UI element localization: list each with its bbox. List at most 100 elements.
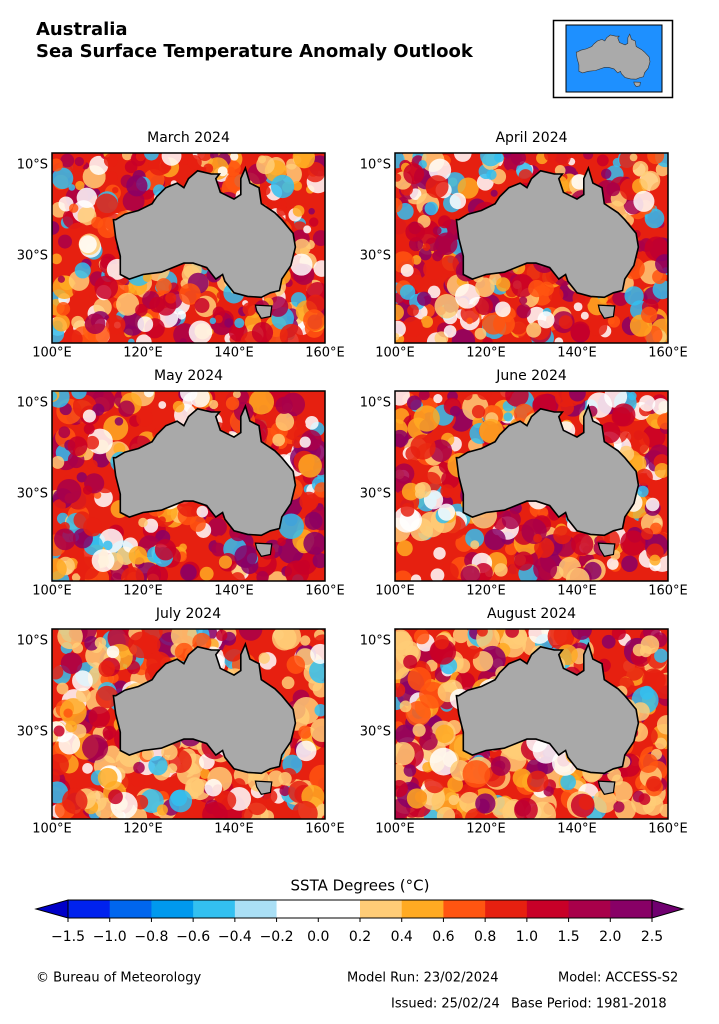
anomaly-blob xyxy=(632,643,646,657)
land xyxy=(112,165,297,299)
anomaly-blob xyxy=(505,391,529,407)
anomaly-blob xyxy=(512,768,532,788)
anomaly-blob xyxy=(52,158,63,172)
anomaly-blob xyxy=(395,629,411,650)
anomaly-blob xyxy=(628,391,637,401)
anomaly-blob xyxy=(435,724,454,744)
anomaly-blob xyxy=(290,253,313,276)
anomaly-blob xyxy=(58,426,71,439)
x-tick-label: 100°E xyxy=(375,822,415,837)
anomaly-blob xyxy=(135,334,152,343)
anomaly-blob xyxy=(475,277,495,298)
anomaly-blob xyxy=(52,664,64,680)
anomaly-blob xyxy=(395,724,416,745)
anomaly-blob xyxy=(52,253,62,265)
anomaly-blob xyxy=(225,396,240,411)
anomaly-blob xyxy=(98,660,115,677)
anomaly-blob xyxy=(490,755,511,776)
anomaly-blob xyxy=(277,537,286,547)
anomaly-blob xyxy=(657,413,668,430)
anomaly-blob xyxy=(462,760,491,788)
panel-frame xyxy=(51,152,326,344)
anomaly-blob xyxy=(414,482,426,494)
anomaly-blob xyxy=(286,655,306,674)
anomaly-blob xyxy=(281,676,295,690)
anomaly-blob xyxy=(593,789,617,814)
anomaly-blob xyxy=(432,250,443,262)
anomaly-blob xyxy=(432,226,442,236)
anomaly-blob xyxy=(654,648,668,663)
anomaly-blob xyxy=(314,482,325,498)
anomaly-blob xyxy=(91,549,115,572)
x-tick-label: 100°E xyxy=(375,584,415,599)
anomaly-blob xyxy=(553,525,572,545)
anomaly-blob xyxy=(466,645,480,659)
anomaly-blob xyxy=(405,700,431,727)
anomaly-blob xyxy=(298,453,322,478)
anomaly-blob xyxy=(455,283,480,309)
anomaly-blob xyxy=(165,292,177,304)
anomaly-blob xyxy=(652,280,668,300)
colorbar-tick-label: −1.0 xyxy=(93,929,127,945)
anomaly-blob xyxy=(214,314,223,324)
panel-frame xyxy=(51,390,326,582)
panel-title: May 2024 xyxy=(154,368,223,384)
colorbar-segment xyxy=(443,900,486,918)
colorbar-segment xyxy=(151,900,194,918)
anomaly-blob xyxy=(306,294,325,314)
anomaly-blob xyxy=(659,803,668,818)
anomaly-blob xyxy=(416,291,432,306)
colorbar-segment xyxy=(276,900,319,918)
anomaly-blob xyxy=(583,153,594,160)
anomaly-blob xyxy=(95,685,119,709)
anomaly-blob xyxy=(258,652,270,664)
anomaly-blob xyxy=(424,201,439,216)
anomaly-blob xyxy=(434,294,459,319)
anomaly-blob xyxy=(309,659,325,684)
colorbar-segment xyxy=(234,900,278,918)
anomaly-blob xyxy=(94,193,119,217)
inset-map xyxy=(552,19,674,99)
anomaly-blob xyxy=(135,153,146,162)
x-tick-label: 140°E xyxy=(557,346,597,361)
panel-title: August 2024 xyxy=(487,606,576,622)
anomaly-blob xyxy=(180,564,197,581)
land xyxy=(254,780,273,795)
anomaly-blob xyxy=(185,777,205,797)
anomaly-blob xyxy=(633,190,655,212)
anomaly-blob xyxy=(189,515,206,532)
anomaly-blob xyxy=(67,436,88,457)
anomaly-blob xyxy=(313,569,325,581)
anomaly-blob xyxy=(230,153,239,161)
anomaly-blob xyxy=(59,698,87,726)
y-tick-label: 10°S xyxy=(360,634,391,649)
x-tick-label: 140°E xyxy=(557,822,597,837)
anomaly-blob xyxy=(528,629,551,644)
anomaly-blob xyxy=(260,810,274,819)
anomaly-blob xyxy=(146,564,169,581)
anomaly-blob xyxy=(105,315,126,335)
anomaly-blob xyxy=(503,412,513,422)
y-tick-label: 30°S xyxy=(360,487,391,502)
anomaly-blob xyxy=(494,563,508,577)
anomaly-blob xyxy=(613,801,625,813)
anomaly-blob xyxy=(650,522,662,535)
anomaly-blob xyxy=(656,715,668,735)
anomaly-blob xyxy=(275,396,293,415)
anomaly-blob xyxy=(295,419,306,430)
anomaly-blob xyxy=(238,629,263,641)
anomaly-blob xyxy=(655,254,668,274)
anomaly-blob xyxy=(639,395,656,412)
anomaly-blob xyxy=(295,740,317,762)
anomaly-blob xyxy=(573,302,583,312)
anomaly-blob xyxy=(410,434,436,460)
land xyxy=(455,403,640,537)
anomaly-blob xyxy=(601,634,616,649)
anomaly-blob xyxy=(120,566,145,581)
anomaly-blob xyxy=(537,311,555,329)
x-tick-label: 160°E xyxy=(648,584,688,599)
anomaly-blob xyxy=(303,531,325,555)
anomaly-blob xyxy=(232,391,241,399)
anomaly-blob xyxy=(74,262,91,279)
anomaly-blob xyxy=(312,552,325,569)
